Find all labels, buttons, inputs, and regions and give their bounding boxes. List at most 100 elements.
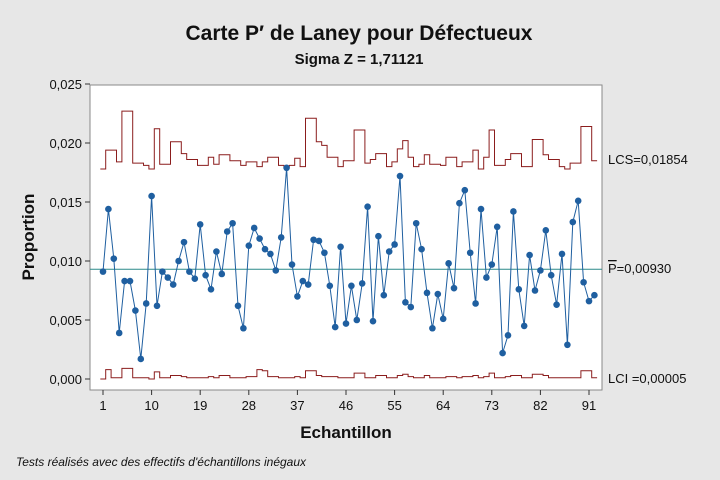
data-point — [380, 291, 388, 299]
data-point — [493, 223, 501, 231]
data-series — [99, 164, 598, 363]
data-point — [472, 300, 479, 307]
data-point — [385, 248, 393, 255]
y-tick-label: 0,025 — [49, 77, 82, 92]
data-point — [132, 307, 139, 314]
data-point — [164, 274, 172, 281]
data-point — [315, 237, 323, 245]
data-point — [418, 245, 425, 253]
chart-title: Carte P′ de Laney pour Défectueux — [186, 22, 533, 45]
data-point — [402, 299, 409, 306]
center-line-value: =0,00930 — [617, 261, 672, 276]
data-point — [121, 277, 128, 285]
data-point — [299, 277, 307, 285]
data-point — [591, 291, 598, 299]
data-point — [342, 320, 350, 327]
data-point — [537, 267, 544, 274]
data-point — [553, 301, 560, 308]
x-tick-label: 55 — [387, 398, 401, 413]
data-point — [283, 164, 290, 172]
series-line — [102, 167, 595, 359]
data-point — [229, 219, 236, 227]
x-tick-label: 37 — [290, 398, 304, 413]
x-tick-label: 19 — [193, 398, 207, 413]
data-point — [574, 197, 582, 205]
data-point — [461, 186, 469, 194]
data-point — [207, 286, 215, 293]
data-point — [137, 355, 145, 363]
data-point — [585, 297, 593, 305]
data-point — [542, 227, 550, 234]
ucl-line — [100, 110, 598, 170]
x-tick-label: 46 — [339, 398, 353, 413]
data-point — [483, 274, 490, 281]
data-point — [196, 221, 204, 228]
x-tick-label: 82 — [533, 398, 547, 413]
data-point — [450, 284, 458, 292]
lcl-label: LCI =0,00005 — [608, 371, 686, 386]
data-point — [234, 302, 242, 310]
data-point — [240, 324, 247, 332]
data-point — [456, 199, 463, 207]
data-point — [105, 205, 112, 213]
data-point — [191, 275, 199, 283]
data-point — [115, 329, 123, 337]
data-point — [326, 282, 334, 290]
data-point — [429, 324, 436, 332]
data-point — [261, 245, 269, 253]
data-point — [218, 270, 226, 278]
data-point — [558, 250, 566, 258]
data-point — [153, 302, 161, 310]
data-point — [321, 249, 328, 257]
x-tick-label: 10 — [144, 398, 158, 413]
data-point — [510, 208, 517, 215]
data-point — [99, 268, 107, 275]
data-point — [186, 268, 193, 275]
y-tick-label: 0,015 — [49, 195, 82, 210]
data-point — [288, 261, 296, 268]
data-point — [531, 287, 539, 294]
data-point — [515, 286, 523, 293]
data-point — [466, 249, 474, 257]
data-point — [412, 219, 420, 227]
data-point — [396, 172, 404, 180]
data-point — [369, 317, 377, 325]
data-point — [304, 281, 312, 288]
data-point — [407, 303, 415, 311]
data-point — [499, 349, 506, 357]
chart-subtitle: Sigma Z = 1,71121 — [295, 51, 424, 68]
data-point — [267, 250, 274, 258]
data-point — [148, 192, 155, 200]
data-point — [256, 235, 263, 242]
center-line-symbol: P — [608, 261, 617, 276]
data-point — [277, 234, 285, 241]
data-point — [477, 205, 485, 213]
data-point — [110, 255, 118, 262]
data-point — [126, 277, 134, 285]
data-point — [202, 271, 209, 279]
data-point — [142, 300, 150, 307]
x-axis: 1 10 19 28 37 46 55 64 73 82 91 — [99, 390, 596, 413]
data-point — [445, 260, 452, 267]
data-point — [353, 316, 361, 324]
data-point — [504, 332, 512, 339]
y-tick-label: 0,000 — [49, 372, 82, 387]
data-point — [348, 282, 355, 290]
data-point — [337, 243, 344, 251]
y-tick-label: 0,005 — [49, 313, 82, 328]
data-point — [358, 280, 366, 287]
y-axis-label: Proportion — [19, 194, 38, 281]
plot-area — [89, 84, 603, 391]
x-tick-label: 28 — [242, 398, 256, 413]
data-point — [364, 203, 371, 211]
x-tick-label: 64 — [436, 398, 450, 413]
data-point — [213, 248, 220, 255]
control-limits — [90, 110, 602, 380]
y-tick-label: 0,010 — [49, 254, 82, 269]
data-point — [580, 278, 587, 286]
data-point — [159, 268, 166, 275]
data-point — [569, 218, 577, 226]
data-point — [175, 257, 182, 265]
center-line-label: P=0,00930 — [608, 261, 671, 276]
